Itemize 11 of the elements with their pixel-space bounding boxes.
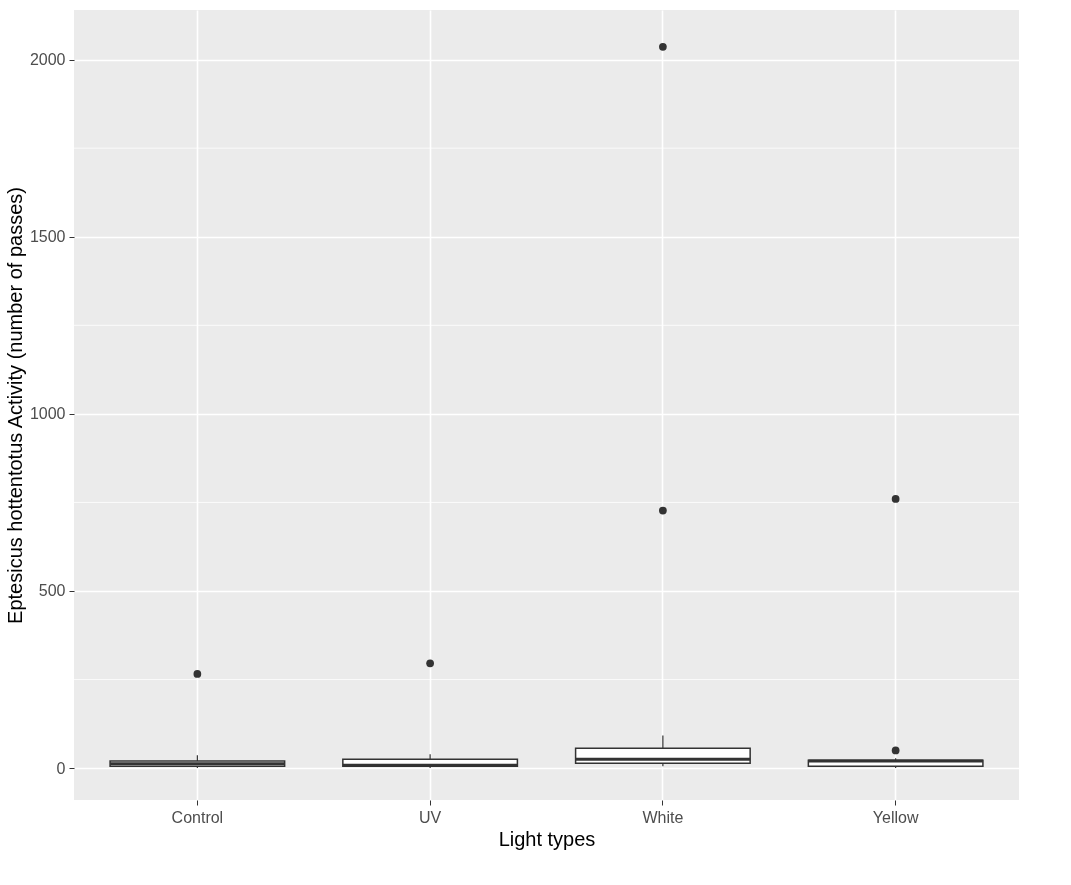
y-tick-label: 2000 <box>29 51 66 69</box>
y-tick-label: 0 <box>56 759 66 777</box>
y-tick-label: 1500 <box>29 228 66 246</box>
y-tick-label: 500 <box>38 582 66 600</box>
x-tick-label: UV <box>419 808 442 826</box>
x-tick-label: White <box>642 808 684 826</box>
x-axis-title: Light types <box>498 827 596 850</box>
x-tick-label: Yellow <box>872 808 919 826</box>
y-tick-label: 1000 <box>29 405 66 423</box>
y-axis-title: Eptesicus hottentotus Activity (number of passes) <box>3 187 26 624</box>
x-tick-label: Control <box>171 808 224 826</box>
